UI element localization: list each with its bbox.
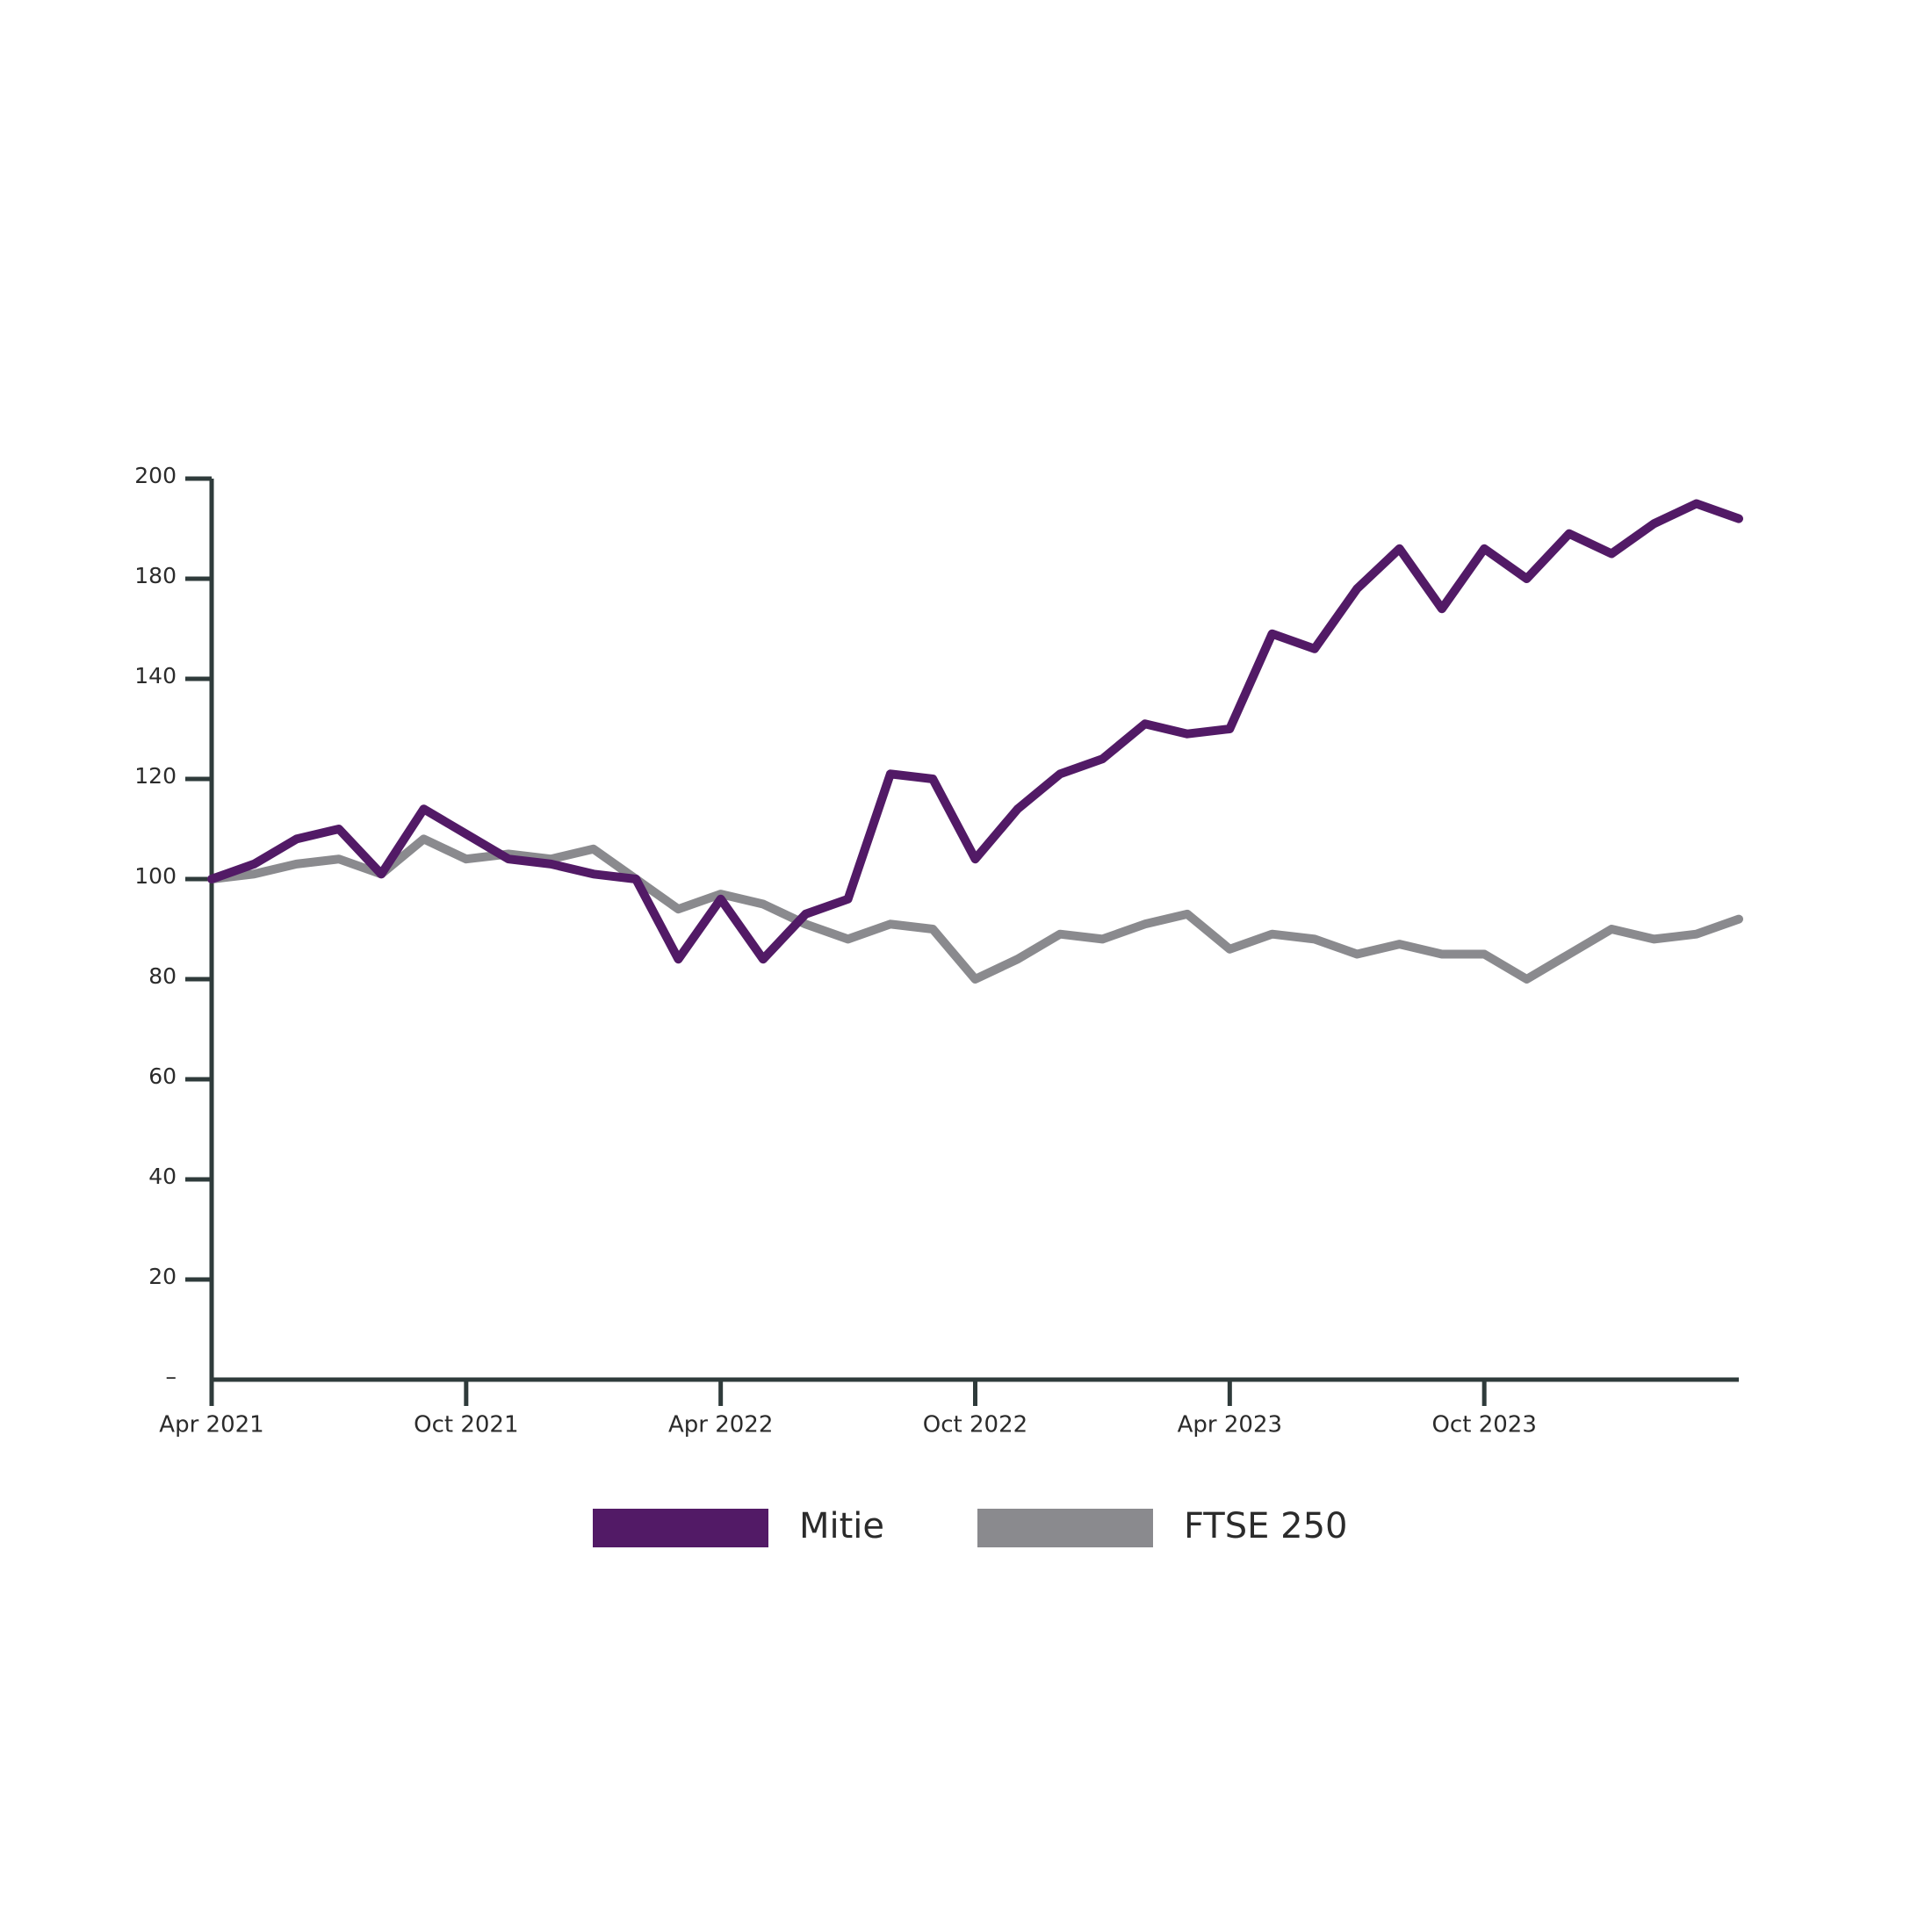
series-line [207,834,1743,984]
x-tick-label: Apr 2022 [668,1412,773,1438]
y-tick-label: 100 [134,863,177,889]
legend-label: Mitie [799,1506,884,1546]
series-line [207,499,1743,964]
legend-label: FTSE 250 [1184,1506,1347,1546]
y-tick-label: 40 [148,1164,177,1189]
y-tick-label: 140 [134,663,177,688]
y-tick-label: 80 [148,963,177,989]
y-tick-label: 180 [134,563,177,588]
y-tick-label: 20 [148,1264,177,1289]
y-tick-label: 60 [148,1063,177,1089]
x-tick-label: Oct 2022 [923,1412,1027,1438]
legend-swatch [593,1509,768,1547]
x-tick-label: Oct 2023 [1431,1412,1536,1438]
y-tick-label: 120 [134,763,177,789]
y-tick-label: – [166,1364,177,1389]
x-tick-label: Oct 2021 [414,1412,518,1438]
x-tick-label: Apr 2023 [1178,1412,1282,1438]
x-tick-label: Apr 2021 [159,1412,263,1438]
y-tick-label: 200 [134,463,177,488]
legend-swatch [977,1509,1153,1547]
